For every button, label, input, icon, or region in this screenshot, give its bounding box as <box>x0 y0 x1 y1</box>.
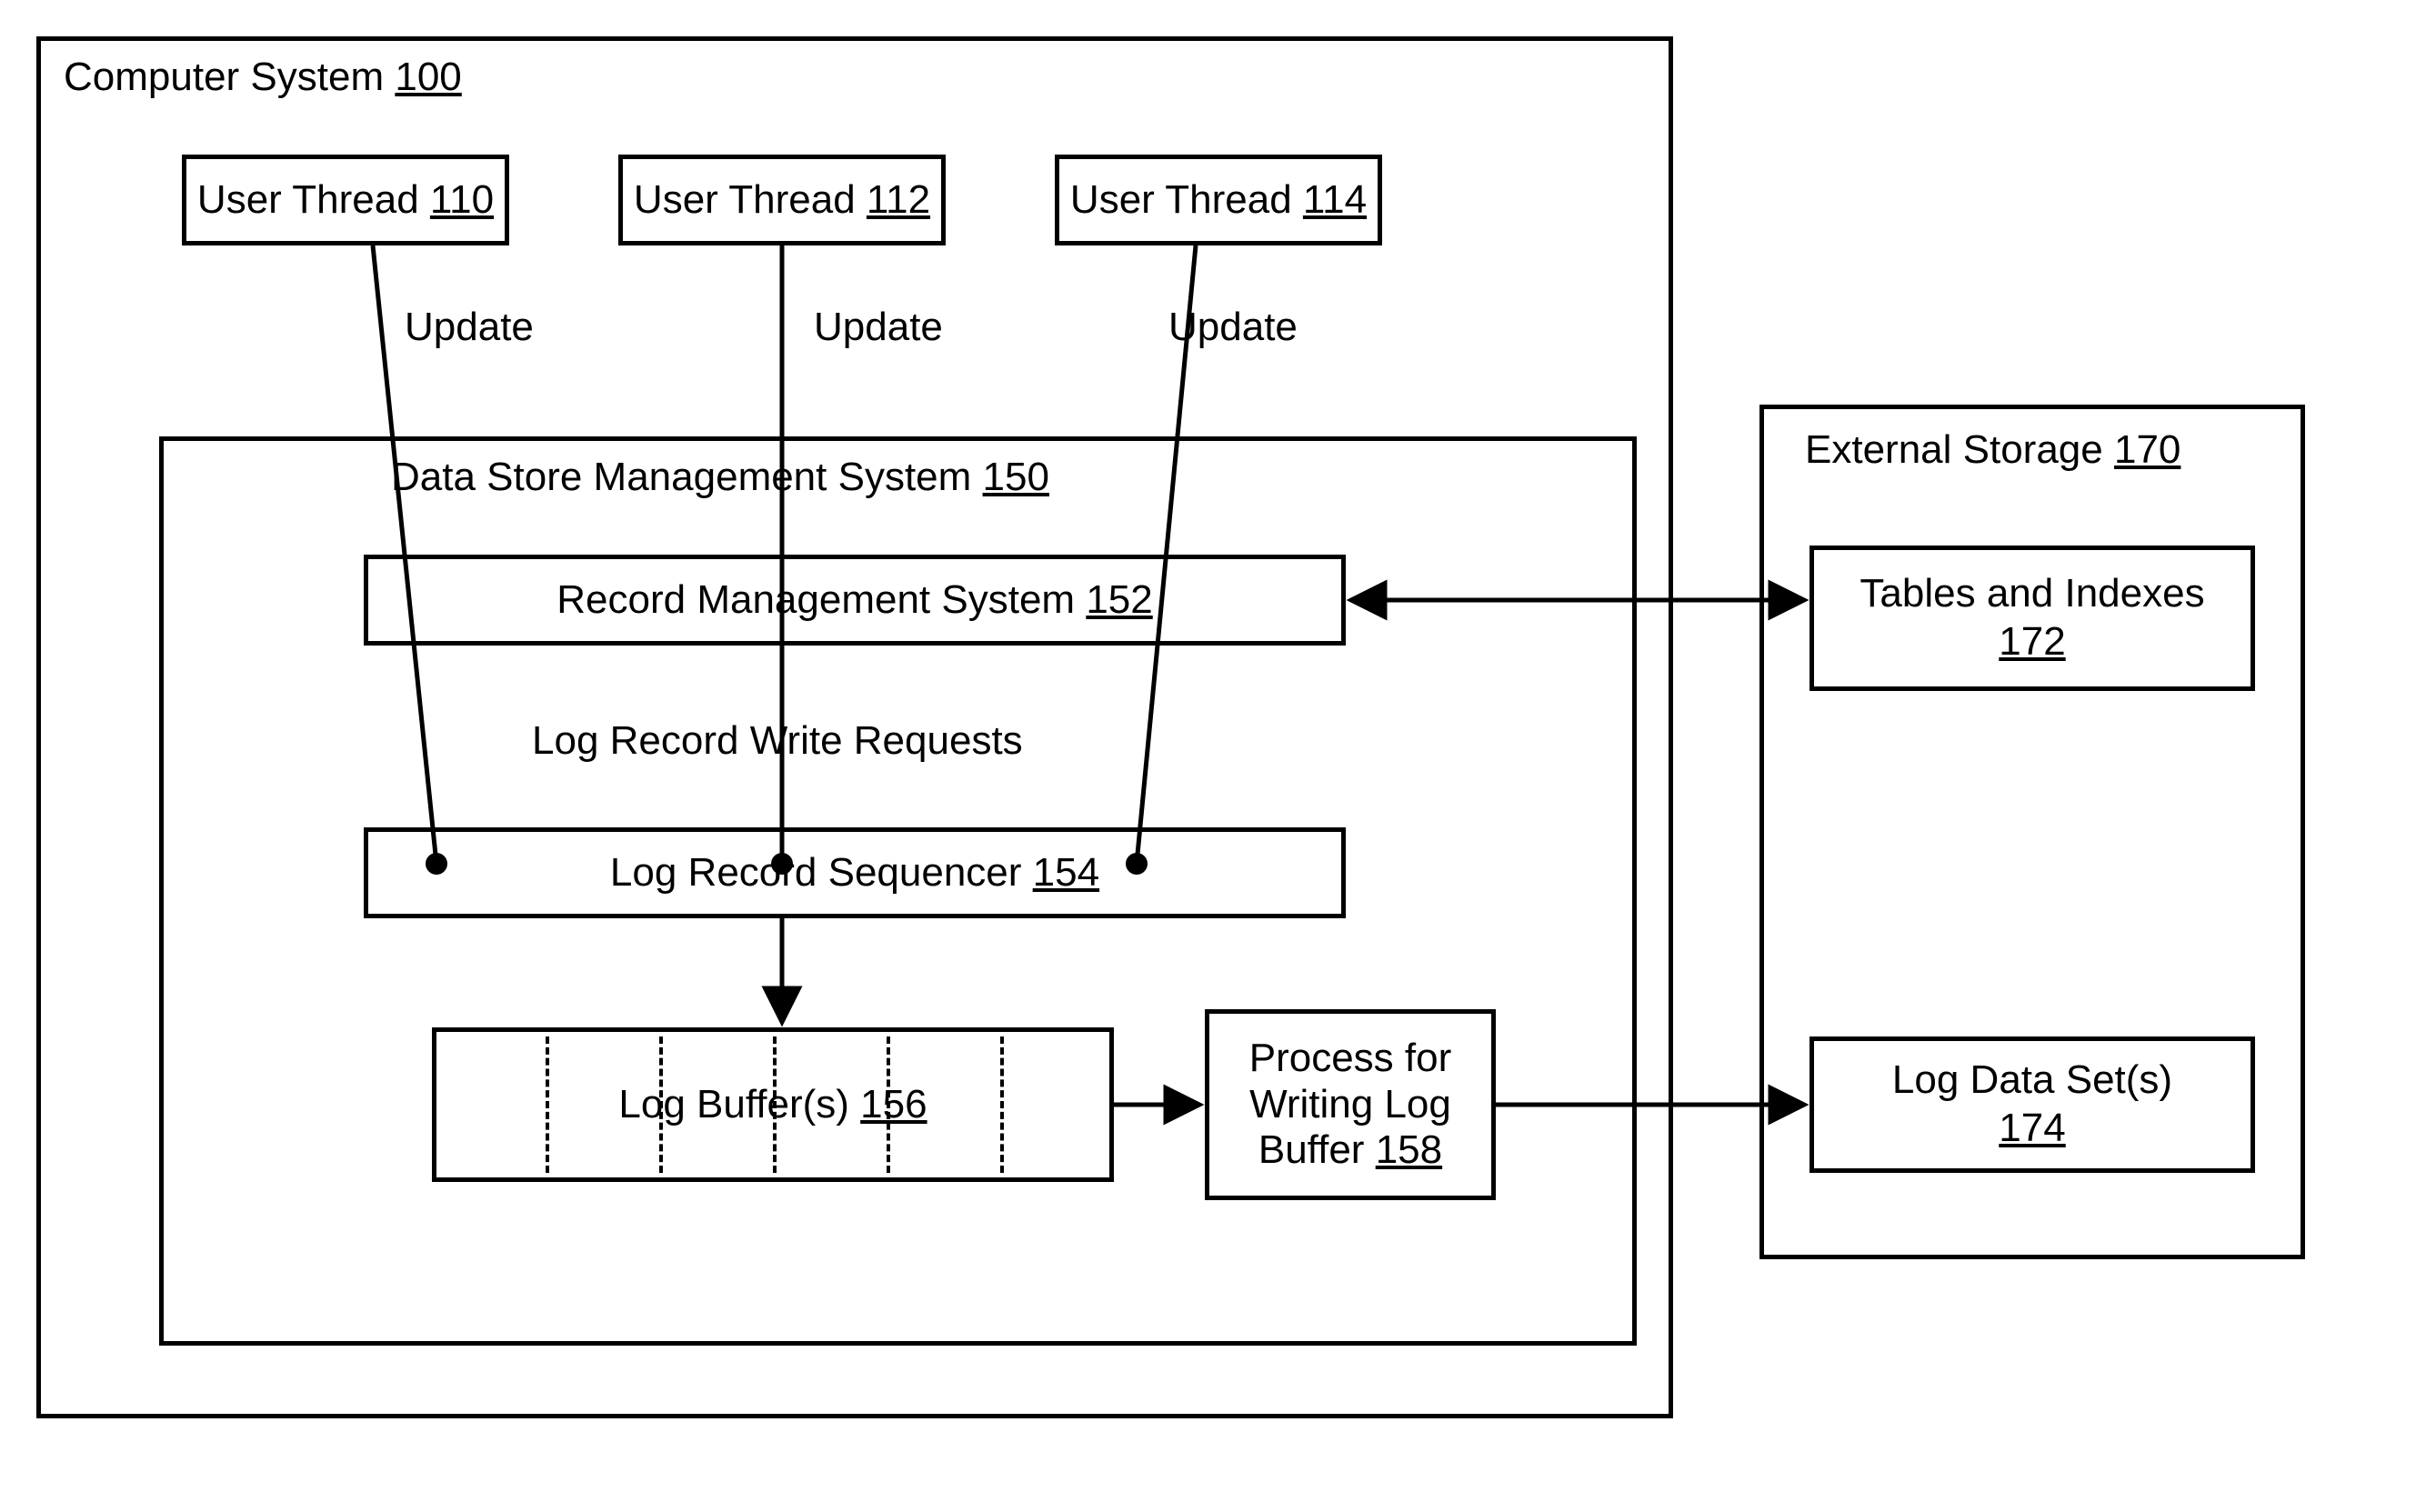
diagram-canvas: Computer System 100 User Thread 110 User… <box>0 0 2426 1512</box>
external-storage-label: External Storage 170 <box>1805 427 2180 473</box>
user-thread-110-box: User Thread 110 <box>182 155 509 245</box>
user-thread-112-box: User Thread 112 <box>618 155 946 245</box>
rms-box: Record Management System 152 <box>364 555 1346 646</box>
process-write-box: Process for Writing Log Buffer 158 <box>1205 1009 1496 1200</box>
tables-indexes-box: Tables and Indexes 172 <box>1809 546 2255 691</box>
dsms-label: Data Store Management System 150 <box>391 455 1049 500</box>
buffer-division <box>773 1036 777 1173</box>
lrs-box: Log Record Sequencer 154 <box>364 827 1346 918</box>
buffer-division <box>887 1036 890 1173</box>
log-data-sets-box: Log Data Set(s) 174 <box>1809 1036 2255 1173</box>
buffer-division <box>1000 1036 1004 1173</box>
update-label-3: Update <box>1168 305 1298 350</box>
computer-system-label: Computer System 100 <box>64 55 462 100</box>
update-label-2: Update <box>814 305 943 350</box>
log-write-requests-label: Log Record Write Requests <box>532 718 1023 764</box>
buffer-division <box>546 1036 549 1173</box>
buffer-division <box>659 1036 663 1173</box>
user-thread-114-box: User Thread 114 <box>1055 155 1382 245</box>
update-label-1: Update <box>405 305 534 350</box>
